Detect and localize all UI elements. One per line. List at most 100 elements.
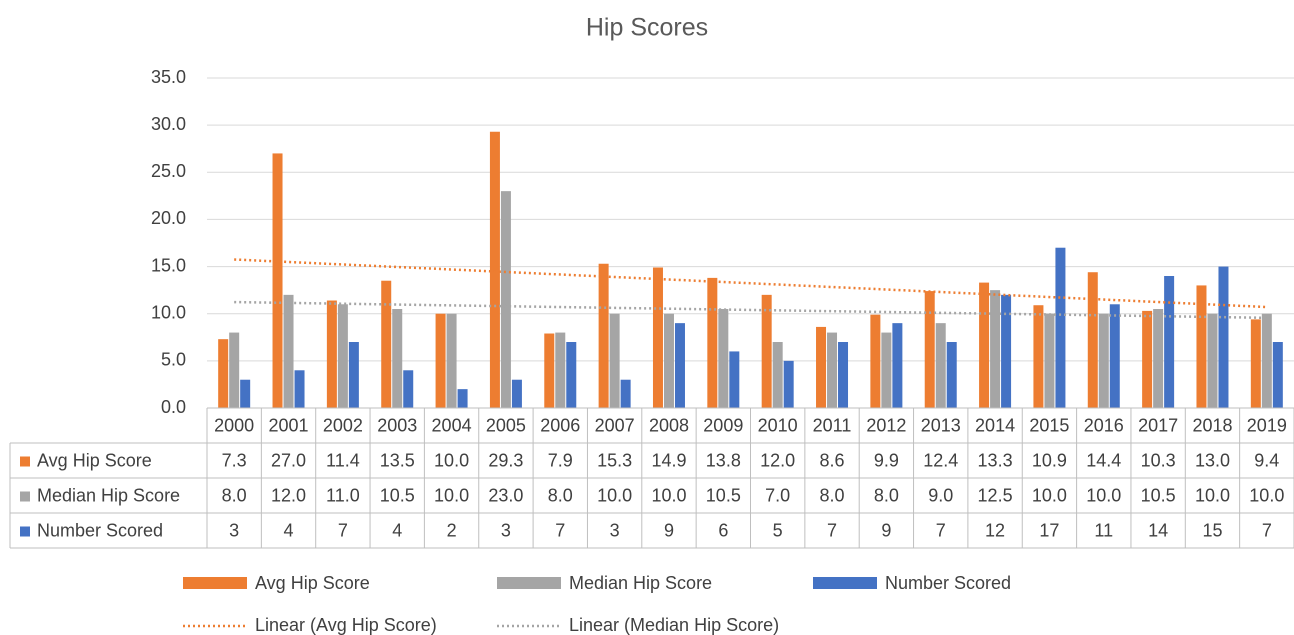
table-cell: 13.3 xyxy=(978,450,1013,470)
table-cell: 8.0 xyxy=(548,485,573,505)
trendline xyxy=(234,258,1267,309)
table-cell: 12 xyxy=(985,520,1005,540)
bar xyxy=(663,313,674,408)
table-cell: 4 xyxy=(392,520,402,540)
bar xyxy=(1250,319,1261,408)
x-tick-label: 2002 xyxy=(323,415,363,435)
y-tick-label: 10.0 xyxy=(151,302,186,322)
bar xyxy=(381,280,392,408)
bar xyxy=(457,389,468,408)
table-cell: 7.3 xyxy=(222,450,247,470)
table-cell: 15 xyxy=(1202,520,1222,540)
bar xyxy=(326,300,337,408)
bar xyxy=(511,379,522,408)
table-row-label: Number Scored xyxy=(37,520,163,540)
table-cell: 12.4 xyxy=(923,450,958,470)
legend-key xyxy=(20,491,30,502)
y-tick-label: 30.0 xyxy=(151,114,186,134)
table-cell: 7 xyxy=(338,520,348,540)
bar xyxy=(489,131,500,408)
bar xyxy=(1142,310,1153,408)
legend-label: Avg Hip Score xyxy=(255,573,370,593)
table-cell: 10.5 xyxy=(706,485,741,505)
bar xyxy=(435,313,446,408)
legend-label: Number Scored xyxy=(885,573,1011,593)
bar xyxy=(772,342,783,408)
table-cell: 10.0 xyxy=(597,485,632,505)
table-cell: 10.5 xyxy=(380,485,415,505)
bar xyxy=(990,290,1001,408)
chart-title: Hip Scores xyxy=(586,14,708,42)
bar xyxy=(674,323,685,408)
bar xyxy=(598,263,609,408)
table-cell: 23.0 xyxy=(488,485,523,505)
table-cell: 13.0 xyxy=(1195,450,1230,470)
table-cell: 13.8 xyxy=(706,450,741,470)
x-tick-label: 2013 xyxy=(921,415,961,435)
table-cell: 9 xyxy=(881,520,891,540)
bar xyxy=(838,342,849,408)
bar xyxy=(544,333,555,408)
table-cell: 7 xyxy=(555,520,565,540)
x-tick-label: 2010 xyxy=(758,415,798,435)
table-cell: 9.0 xyxy=(928,485,953,505)
bar xyxy=(1196,285,1207,408)
bar xyxy=(761,294,772,408)
legend-label: Median Hip Score xyxy=(569,573,712,593)
table-cell: 2 xyxy=(447,520,457,540)
x-tick-label: 2014 xyxy=(975,415,1015,435)
legend-key xyxy=(20,526,30,537)
table-row-label: Median Hip Score xyxy=(37,485,180,505)
x-tick-label: 2017 xyxy=(1138,415,1178,435)
y-tick-label: 25.0 xyxy=(151,161,186,181)
table-cell: 8.0 xyxy=(222,485,247,505)
bar xyxy=(707,277,718,408)
y-tick-label: 20.0 xyxy=(151,208,186,228)
table-cell: 8.0 xyxy=(820,485,845,505)
legend-swatch xyxy=(183,577,247,589)
table-cell: 10.9 xyxy=(1032,450,1067,470)
legend-label: Linear (Avg Hip Score) xyxy=(255,615,437,635)
table-cell: 8.6 xyxy=(820,450,845,470)
y-tick-label: 5.0 xyxy=(161,350,186,370)
table-cell: 4 xyxy=(284,520,294,540)
x-tick-label: 2006 xyxy=(540,415,580,435)
bar xyxy=(729,351,740,408)
bar xyxy=(1218,266,1229,408)
bar xyxy=(500,191,511,408)
bar xyxy=(1033,305,1044,408)
table-cell: 12.5 xyxy=(978,485,1013,505)
bar xyxy=(816,326,827,408)
bar xyxy=(935,323,946,408)
x-tick-label: 2009 xyxy=(703,415,743,435)
bar xyxy=(337,304,348,408)
x-tick-label: 2015 xyxy=(1029,415,1069,435)
table-cell: 6 xyxy=(718,520,728,540)
table-cell: 10.0 xyxy=(434,485,469,505)
table-cell: 11 xyxy=(1094,520,1113,540)
bar xyxy=(283,294,294,408)
x-tick-label: 2008 xyxy=(649,415,689,435)
bar xyxy=(1153,309,1164,408)
bar xyxy=(718,309,729,408)
bar xyxy=(946,342,957,408)
table-cell: 12.0 xyxy=(760,450,795,470)
bar xyxy=(1164,276,1175,408)
table-cell: 10.0 xyxy=(434,450,469,470)
bar xyxy=(1272,342,1283,408)
table-cell: 29.3 xyxy=(488,450,523,470)
table-cell: 11.4 xyxy=(326,450,360,470)
legend-swatch xyxy=(497,577,561,589)
table-cell: 9.9 xyxy=(874,450,899,470)
bar xyxy=(652,267,663,408)
bar xyxy=(1098,313,1109,408)
bar xyxy=(924,291,935,408)
bar xyxy=(1001,294,1012,408)
x-tick-label: 2000 xyxy=(214,415,254,435)
table-cell: 3 xyxy=(501,520,511,540)
table-cell: 10.0 xyxy=(1249,485,1284,505)
table-cell: 7 xyxy=(936,520,946,540)
x-tick-label: 2004 xyxy=(432,415,472,435)
bar xyxy=(403,370,414,408)
